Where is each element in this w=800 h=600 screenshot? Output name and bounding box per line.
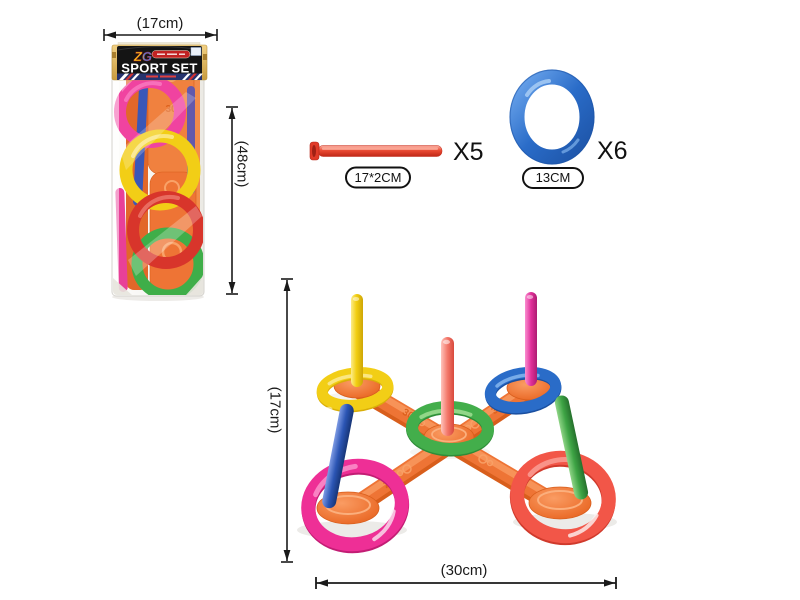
package-header-card: ZG SPORT SET — [111, 44, 208, 81]
brand-logo: ZG — [133, 49, 152, 64]
game-width-label: (30cm) — [441, 562, 488, 579]
stick-item — [309, 141, 443, 161]
center-peg — [441, 337, 454, 436]
dimension-arrow-game-width — [315, 577, 617, 589]
ring-item — [509, 69, 595, 165]
package-slat-number: 30 — [165, 104, 177, 115]
ring-count-label: X6 — [597, 137, 628, 165]
package-height-label: (48cm) — [234, 141, 251, 188]
game-height-label: (17cm) — [267, 387, 284, 434]
product-title: SPORT SET — [121, 61, 197, 76]
back-blue-ring — [484, 366, 562, 415]
assembled-game: 30 30 20 30 — [297, 292, 617, 554]
ring-size-badge: 13CM — [522, 167, 584, 189]
package-contents: 30 — [113, 47, 203, 295]
green-peg — [554, 395, 589, 500]
pink-peg — [525, 292, 537, 386]
package-width-label: (17cm) — [137, 15, 184, 32]
blue-peg — [322, 403, 354, 509]
yellow-peg — [351, 294, 363, 387]
stick-body — [317, 145, 443, 157]
stick-size-label: 17*2CM — [355, 170, 402, 185]
package-photo: 30 Z — [111, 42, 208, 301]
pink-ring — [301, 458, 410, 554]
packed-green-ring — [131, 227, 203, 295]
dimension-arrow-game-height — [281, 278, 293, 563]
stick-count-label: X5 — [453, 138, 484, 166]
card-corner-label — [190, 47, 202, 56]
dimension-arrow-package-width — [103, 29, 218, 41]
blue-ring — [509, 69, 595, 165]
dimension-arrow-package-height — [226, 106, 238, 295]
card-stripe-band — [117, 73, 203, 80]
stick-size-badge: 17*2CM — [345, 166, 411, 189]
ring-size-label: 13CM — [536, 170, 571, 185]
